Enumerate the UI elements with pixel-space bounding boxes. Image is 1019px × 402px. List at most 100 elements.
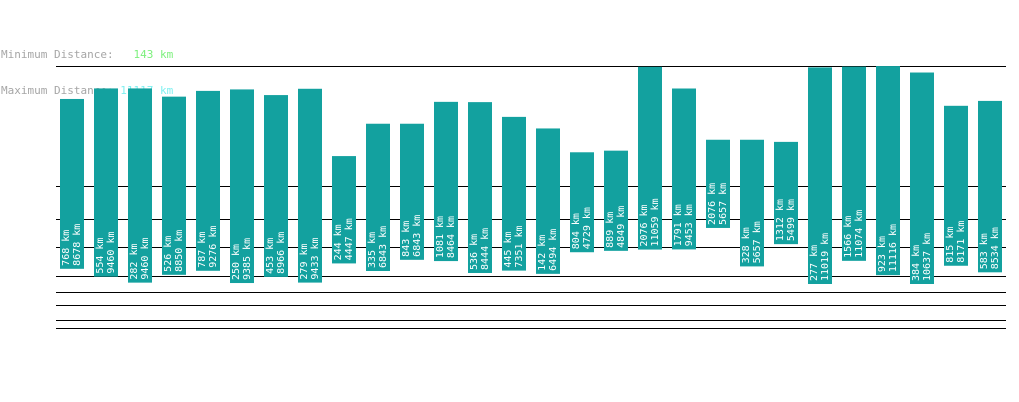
- bar-22: 1312 km 5499 km: [774, 141, 798, 245]
- min-distance-row: Minimum Distance: 143 km: [1, 49, 173, 61]
- bar-1-high-label: 8678 km: [72, 224, 83, 266]
- bar-rect-19: [672, 88, 696, 250]
- bar-rect-27: [944, 105, 968, 266]
- bar-rect-3: [128, 88, 152, 283]
- bar-rect-6: [230, 89, 254, 284]
- bar-rect-1: [60, 98, 84, 269]
- bar-rect-2: [94, 88, 118, 277]
- min-distance-value: 143 km: [133, 48, 174, 61]
- bar-2: 554 km 9460 km: [94, 88, 118, 277]
- bar-4: 526 km 8850 km: [162, 96, 186, 275]
- bar-rect-17: [604, 150, 628, 251]
- bar-15-low-label: 142 km: [537, 235, 548, 271]
- bar-rect-22: [774, 141, 798, 245]
- bar-14: 445 km 7351 km: [502, 116, 526, 271]
- bar-26: 384 km 10637 km: [910, 72, 934, 284]
- bar-23-high-label: 11019 km: [820, 233, 831, 281]
- bar-28-high-label: 8534 km: [990, 227, 1001, 269]
- bar-rect-26: [910, 72, 934, 284]
- bar-rect-10: [366, 123, 390, 272]
- bar-rect-15: [536, 128, 560, 274]
- bar-1-low-label: 768 km: [61, 230, 72, 266]
- bar-2-low-label: 554 km: [95, 238, 106, 274]
- bar-9-low-label: 244 km: [333, 224, 344, 260]
- bar-rect-21: [740, 139, 764, 267]
- bar-15-high-label: 6494 km: [548, 229, 559, 271]
- bar-16-low-label: 804 km: [571, 213, 582, 249]
- bar-20-high-label: 5657 km: [718, 183, 729, 225]
- bar-13-high-label: 8444 km: [480, 228, 491, 270]
- bar-6: 250 km 9385 km: [230, 89, 254, 284]
- min-distance-label: Minimum Distance:: [1, 48, 114, 61]
- bar-rect-25: [876, 66, 900, 276]
- bar-rect-24: [842, 66, 866, 261]
- bar-16-high-label: 4729 km: [582, 207, 593, 249]
- bar-rect-4: [162, 96, 186, 275]
- bar-3-high-label: 9460 km: [140, 237, 151, 279]
- bar-25-high-label: 11116 km: [888, 224, 899, 272]
- bar-20-low-label: 2076 km: [707, 183, 718, 225]
- bar-17-low-label: 889 km: [605, 212, 616, 248]
- bar-27: 815 km 8171 km: [944, 105, 968, 266]
- bar-rect-14: [502, 116, 526, 271]
- bar-7: 453 km 8966 km: [264, 95, 288, 277]
- bar-9: 244 km 4447 km: [332, 156, 356, 264]
- bar-rect-20: [706, 139, 730, 228]
- bar-3-low-label: 282 km: [129, 244, 140, 280]
- bar-5-low-label: 787 km: [197, 232, 208, 268]
- bar-24: 1566 km 11074 km: [842, 66, 866, 261]
- bar-rect-8: [298, 88, 322, 283]
- bar-14-high-label: 7351 km: [514, 225, 525, 267]
- bar-27-high-label: 8171 km: [956, 221, 967, 263]
- bar-5: 787 km 9276 km: [196, 90, 220, 271]
- bar-rect-7: [264, 95, 288, 277]
- bar-12: 1081 km 8464 km: [434, 101, 458, 262]
- bar-15: 142 km 6494 km: [536, 128, 560, 274]
- bar-27-low-label: 815 km: [945, 227, 956, 263]
- bar-10: 335 km 6843 km: [366, 123, 390, 272]
- bar-20: 2076 km 5657 km: [706, 139, 730, 228]
- bar-17-high-label: 4849 km: [616, 206, 627, 248]
- bar-rect-13: [468, 102, 492, 273]
- bar-21: 328 km 5657 km: [740, 139, 764, 267]
- bar-4-low-label: 526 km: [163, 236, 174, 272]
- bar-25-low-label: 923 km: [877, 236, 888, 272]
- bar-3: 282 km 9460 km: [128, 88, 152, 283]
- bar-11-high-label: 6843 km: [412, 215, 423, 257]
- bar-rect-5: [196, 90, 220, 271]
- bar-28-low-label: 583 km: [979, 233, 990, 269]
- bar-25: 923 km 11116 km: [876, 66, 900, 276]
- bar-rect-18: [638, 66, 662, 250]
- bar-8-low-label: 279 km: [299, 243, 310, 279]
- bar-1: 768 km 8678 km: [60, 98, 84, 269]
- bar-19-low-label: 1791 km: [673, 204, 684, 246]
- bar-21-high-label: 5657 km: [752, 221, 763, 263]
- bar-rect-9: [332, 156, 356, 264]
- bar-rect-11: [400, 123, 424, 260]
- bar-10-high-label: 6843 km: [378, 226, 389, 268]
- bar-11: 843 km 6843 km: [400, 123, 424, 260]
- bar-rect-12: [434, 101, 458, 262]
- bar-13-low-label: 536 km: [469, 234, 480, 270]
- bar-26-high-label: 10637 km: [922, 233, 933, 281]
- bar-23-low-label: 277 km: [809, 245, 820, 281]
- bar-23: 277 km 11019 km: [808, 67, 832, 285]
- bar-14-low-label: 445 km: [503, 231, 514, 267]
- bar-18: 2076 km 11059 km: [638, 66, 662, 250]
- bar-8: 279 km 9433 km: [298, 88, 322, 283]
- bar-5-high-label: 9276 km: [208, 226, 219, 268]
- bar-17: 889 km 4849 km: [604, 150, 628, 251]
- bar-16: 804 km 4729 km: [570, 152, 594, 253]
- bar-11-low-label: 843 km: [401, 221, 412, 257]
- bar-2-high-label: 9460 km: [106, 231, 117, 273]
- bar-8-high-label: 9433 km: [310, 237, 321, 279]
- bar-19: 1791 km 9453 km: [672, 88, 696, 250]
- bar-22-low-label: 1312 km: [775, 199, 786, 241]
- bar-13: 536 km 8444 km: [468, 102, 492, 273]
- bar-12-low-label: 1081 km: [435, 216, 446, 258]
- bar-9-high-label: 4447 km: [344, 218, 355, 260]
- bar-6-high-label: 9385 km: [242, 238, 253, 280]
- bar-10-low-label: 335 km: [367, 232, 378, 268]
- bar-12-high-label: 8464 km: [446, 216, 457, 258]
